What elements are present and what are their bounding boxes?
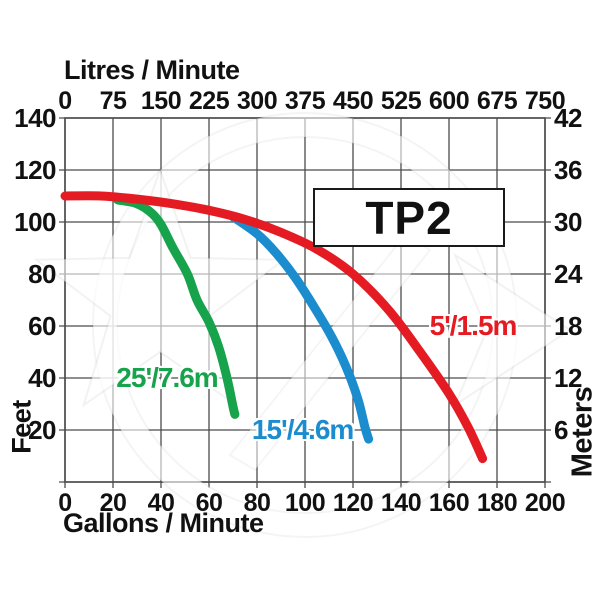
bottom-axis-tick-label: 100 [285, 489, 325, 517]
bottom-axis-tick-label: 80 [244, 489, 271, 517]
right-axis-tick-label: 42 [554, 103, 582, 133]
left-axis-tick-label: 60 [28, 311, 56, 341]
bottom-axis-tick-label: 140 [381, 489, 421, 517]
bottom-axis-tick-label: 60 [196, 489, 223, 517]
left-axis-tick-label: 120 [14, 155, 56, 185]
pump-curve-green [113, 195, 240, 419]
top-axis-tick-label: 450 [333, 87, 373, 115]
page-title: TP2 [365, 191, 453, 244]
bottom-axis-tick-label: 0 [58, 489, 71, 517]
bottom-axis-tick-label: 40 [148, 489, 175, 517]
bottom-axis-tick-label: 200 [525, 489, 565, 517]
top-axis-title: Litres / Minute [64, 55, 240, 85]
right-axis-tick-label: 12 [554, 363, 582, 393]
left-axis-tick-label: 100 [14, 207, 56, 237]
curve-label-blue: 15'/4.6m [251, 414, 354, 445]
top-axis-tick-label: 750 [525, 87, 565, 115]
top-axis-tick-label: 675 [477, 87, 518, 115]
curve-layer [60, 191, 488, 464]
bottom-axis-title: Gallons / Minute [63, 508, 264, 538]
curve-label-red: 5'/1.5m [429, 310, 518, 341]
right-axis-tick-label: 36 [554, 155, 582, 185]
top-axis-tick-label: 525 [381, 87, 422, 115]
title-box: TP2 [313, 188, 505, 247]
top-axis-tick-label: 600 [429, 87, 469, 115]
bottom-axis-tick-label: 20 [100, 489, 127, 517]
watermark-star [33, 166, 287, 408]
bottom-axis-tick-label: 120 [333, 489, 373, 517]
pump-curve-red [60, 191, 488, 464]
top-axis-tick-label: 150 [141, 87, 181, 115]
left-axis-title: Feet [6, 400, 37, 454]
top-axis-tick-label: 375 [285, 87, 326, 115]
left-axis-tick-label: 20 [28, 415, 56, 445]
top-axis-tick-label: 0 [58, 87, 71, 115]
curve-label-green: 25'/7.6m [116, 362, 218, 393]
right-axis-tick-label: 6 [554, 415, 568, 445]
left-axis-tick-label: 80 [28, 259, 56, 289]
right-axis-tick-label: 24 [554, 259, 583, 289]
left-axis-tick-label: 140 [14, 103, 56, 133]
right-axis-tick-label: 18 [554, 311, 582, 341]
bottom-axis-tick-label: 160 [429, 489, 469, 517]
pump-curve-blue [228, 212, 374, 444]
right-axis-title: Meters [566, 386, 599, 478]
bottom-axis-tick-label: 180 [477, 489, 517, 517]
left-axis-tick-label: 40 [28, 363, 56, 393]
right-axis-tick-label: 30 [554, 207, 582, 237]
top-axis-tick-label: 300 [237, 87, 277, 115]
top-axis-tick-label: 75 [100, 87, 127, 115]
top-axis-tick-label: 225 [189, 87, 230, 115]
